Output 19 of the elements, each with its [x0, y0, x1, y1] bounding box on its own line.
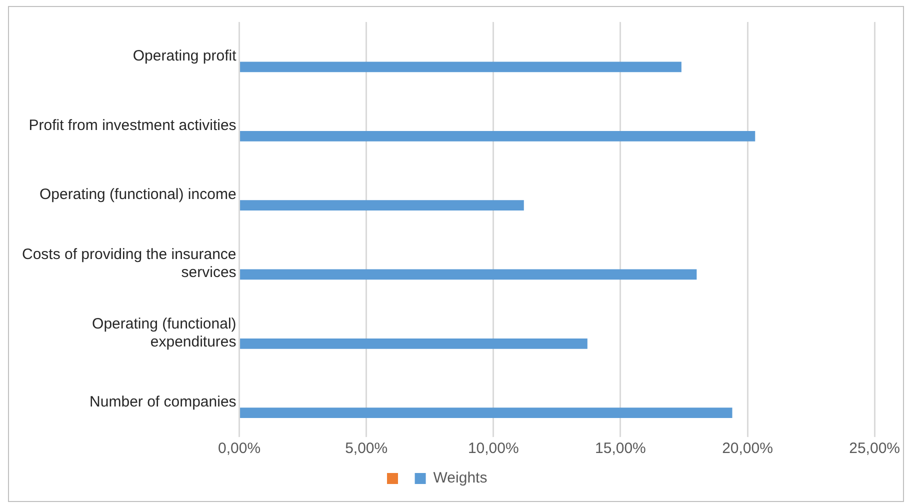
y-tick-label: Operating (functional) expenditures: [92, 315, 236, 350]
bar: [240, 338, 588, 349]
x-tick-label: 20,00%: [722, 440, 773, 458]
x-tick-label: 25,00%: [849, 440, 900, 458]
bar: [240, 269, 697, 280]
y-tick-label: Operating (functional) income: [40, 186, 236, 204]
y-tick-label: Number of companies: [90, 394, 236, 411]
bar: [240, 408, 732, 418]
legend-label: Weights: [433, 470, 488, 487]
x-tick-label: 10,00%: [468, 440, 519, 458]
bar: [240, 200, 524, 210]
bar: [240, 130, 756, 142]
y-tick-label: Profit from investment activities: [28, 116, 236, 134]
bar: [240, 62, 682, 72]
x-tick-label: 5,00%: [345, 440, 388, 458]
x-tick-label: 0,00%: [218, 440, 261, 458]
y-tick-label: Costs of providing the insurance services: [22, 246, 236, 282]
x-tick-label: 15,00%: [595, 440, 646, 458]
y-tick-label: Operating profit: [132, 48, 238, 65]
